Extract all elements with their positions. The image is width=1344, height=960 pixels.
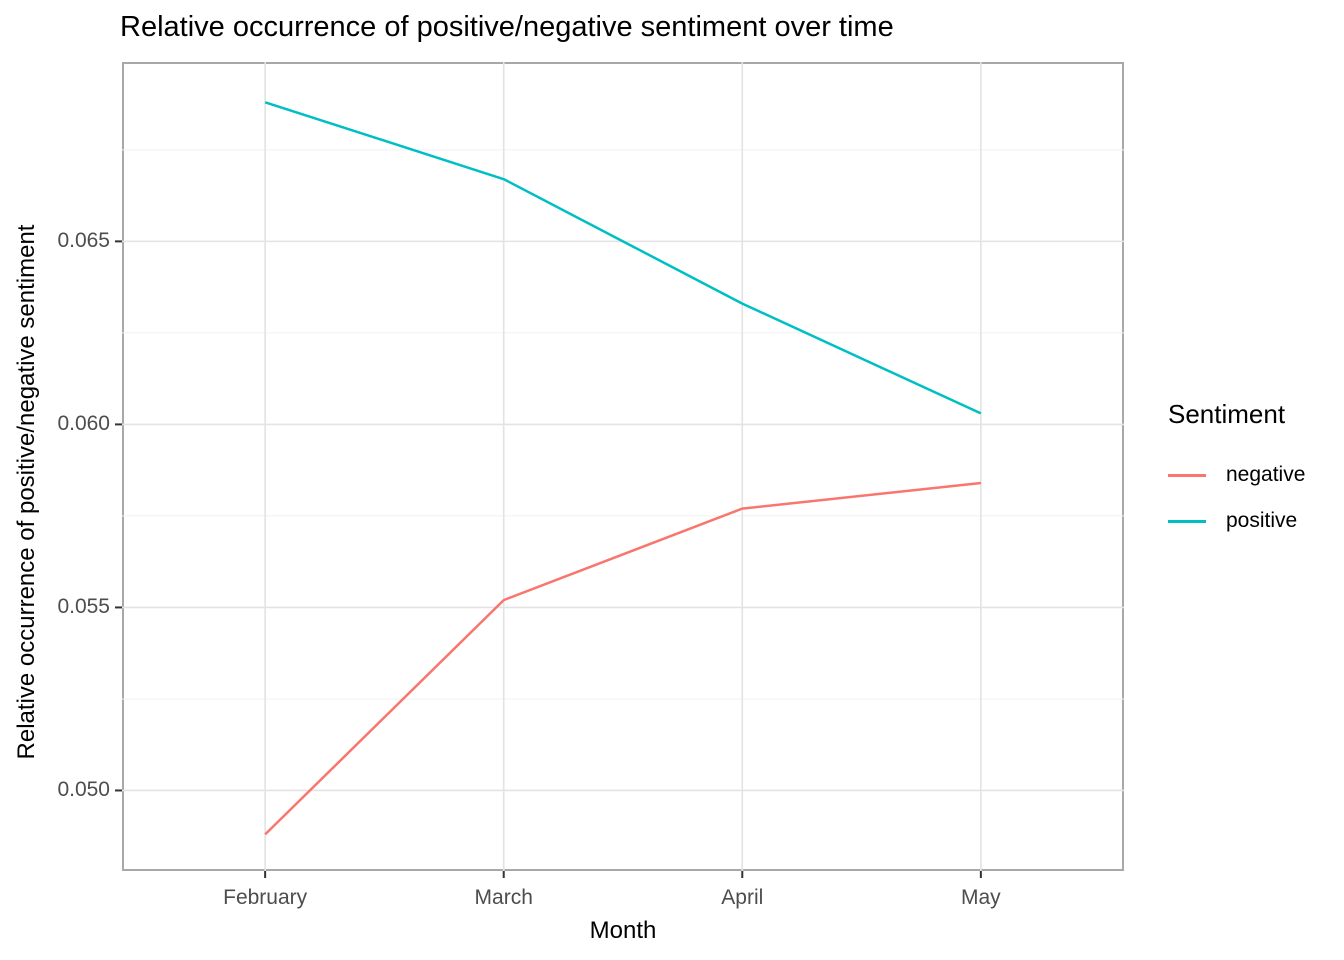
legend-label-positive: positive: [1226, 509, 1298, 532]
legend-key-line-negative: [1168, 473, 1206, 477]
y-tick-label-0.065: 0.065: [57, 229, 110, 253]
y-tick-label-0.055: 0.055: [57, 595, 110, 619]
legend-item-negative: negative: [1168, 452, 1305, 498]
x-axis-title: Month: [589, 917, 657, 944]
legend-label-negative: negative: [1226, 463, 1306, 486]
series-line-positive: [264, 101, 982, 415]
series-line-negative: [264, 481, 981, 836]
chart-title: Relative occurrence of positive/negative…: [120, 11, 894, 43]
x-tick-label-february: February: [223, 886, 308, 909]
plot-panel: [122, 62, 1124, 871]
legend-item-positive: positive: [1168, 498, 1305, 544]
legend: Sentiment negative positive: [1168, 399, 1305, 544]
y-tick-label-0.060: 0.060: [57, 412, 110, 436]
y-tick-label-0.050: 0.050: [57, 778, 110, 802]
legend-items: negative positive: [1168, 452, 1305, 544]
x-tick-label-may: May: [961, 886, 1001, 909]
x-tick-label-march: March: [474, 886, 533, 909]
legend-key-line-positive: [1168, 519, 1206, 523]
x-tick-label-april: April: [721, 886, 764, 909]
legend-title: Sentiment: [1168, 399, 1286, 429]
